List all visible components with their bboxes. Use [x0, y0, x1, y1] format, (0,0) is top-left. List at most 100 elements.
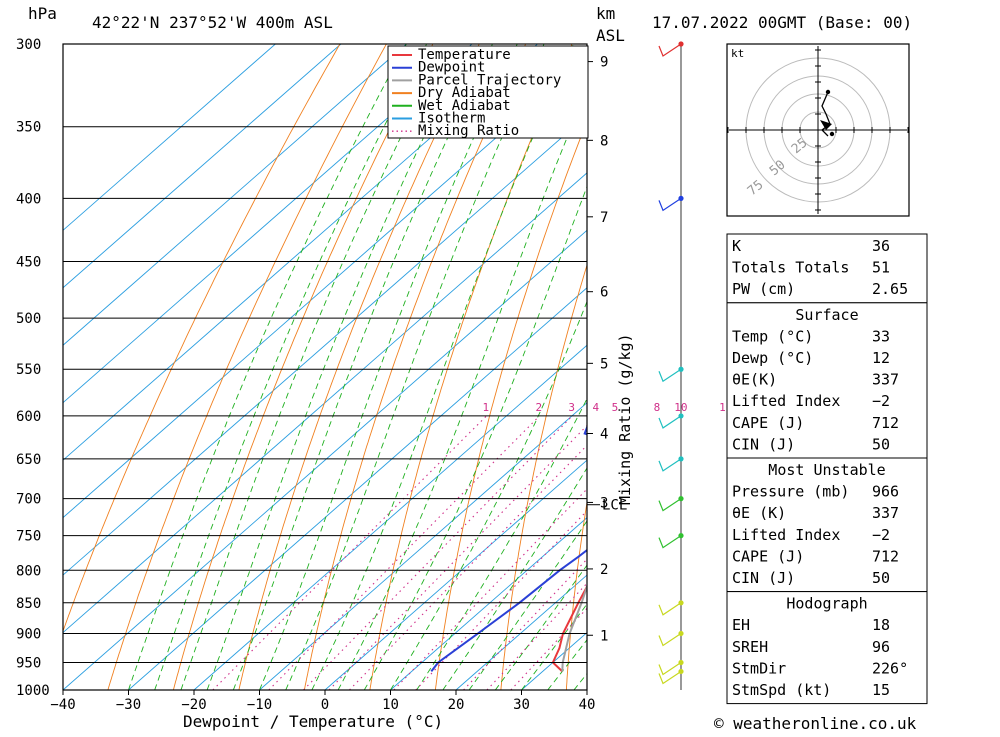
- index-value: 51: [872, 259, 890, 277]
- index-label: StmDir: [732, 659, 786, 677]
- asl-label: ASL: [596, 26, 625, 45]
- wind-barb: [659, 662, 681, 674]
- index-label: Lifted Index: [732, 392, 840, 410]
- index-value: 15: [872, 681, 890, 699]
- index-value: 712: [872, 414, 899, 432]
- plot-area: [63, 44, 587, 690]
- km-tick-label: 1: [600, 628, 608, 644]
- dry-adiabat-line: [942, 44, 990, 690]
- datetime-title: 17.07.2022 00GMT (Base: 00): [652, 13, 912, 32]
- index-value: 2.65: [872, 280, 908, 298]
- temp-tick-label: −20: [181, 697, 206, 713]
- index-label: Totals Totals: [732, 259, 849, 277]
- table-section-title: Hodograph: [786, 595, 867, 613]
- index-value: 33: [872, 327, 890, 345]
- pressure-tick-label: 350: [16, 120, 41, 136]
- temp-tick-label: 30: [513, 697, 530, 713]
- pressure-tick-label: 800: [16, 563, 41, 579]
- index-label: CIN (J): [732, 569, 795, 587]
- km-tick-label: 5: [600, 356, 608, 372]
- mixing-ratio-label: 8: [654, 401, 661, 414]
- mixing-ratio-label: 2: [535, 401, 542, 414]
- pressure-tick-label: 850: [16, 596, 41, 612]
- index-label: SREH: [732, 638, 768, 656]
- index-label: Pressure (mb): [732, 483, 849, 501]
- index-label: PW (cm): [732, 280, 795, 298]
- pressure-tick-label: 400: [16, 191, 41, 207]
- pressure-tick-label: 500: [16, 311, 41, 327]
- index-label: CAPE (J): [732, 547, 804, 565]
- wind-barb: [659, 459, 681, 471]
- pressure-tick-label: 900: [16, 626, 41, 642]
- index-value: 18: [872, 616, 890, 634]
- index-label: θE (K): [732, 504, 786, 522]
- x-axis-label: Dewpoint / Temperature (°C): [183, 712, 443, 731]
- km-label: km: [596, 4, 615, 23]
- km-tick-label: 2: [600, 562, 608, 578]
- mixing-ratio-label: 1: [482, 401, 489, 414]
- pressure-tick-label: 450: [16, 255, 41, 271]
- hpa-label: hPa: [28, 4, 57, 23]
- hodograph-point: [826, 90, 830, 94]
- pressure-tick-label: 950: [16, 655, 41, 671]
- table-section-title: Most Unstable: [768, 461, 885, 479]
- index-value: 966: [872, 483, 899, 501]
- legend-entry: Mixing Ratio: [418, 123, 519, 139]
- km-tick-label: 9: [600, 55, 608, 71]
- wind-barb: [659, 44, 681, 56]
- wind-barb: [659, 536, 681, 548]
- index-label: CIN (J): [732, 435, 795, 453]
- temp-tick-label: 0: [321, 697, 329, 713]
- temp-tick-label: 10: [382, 697, 399, 713]
- mixing-ratio-axis-label: Mixing Ratio (g/kg): [616, 333, 634, 505]
- wind-barb: [659, 633, 681, 645]
- km-tick-label: 8: [600, 133, 608, 149]
- mixing-ratio-label: 3: [568, 401, 575, 414]
- index-label: Temp (°C): [732, 327, 813, 345]
- index-value: 50: [872, 569, 890, 587]
- wind-barb: [659, 416, 681, 428]
- index-label: Lifted Index: [732, 526, 840, 544]
- table-section-title: Surface: [795, 306, 858, 324]
- index-value: −2: [872, 526, 890, 544]
- temp-tick-label: −30: [116, 697, 141, 713]
- wind-barb: [659, 369, 681, 381]
- index-label: Dewp (°C): [732, 349, 813, 367]
- location-title: 42°22'N 237°52'W 400m ASL: [92, 13, 333, 32]
- hodograph-unit: kt: [731, 47, 744, 60]
- index-label: K: [732, 237, 741, 255]
- pressure-tick-label: 300: [16, 37, 41, 53]
- mixing-ratio-label: 4: [592, 401, 599, 414]
- index-value: −2: [872, 392, 890, 410]
- km-tick-label: 4: [600, 427, 608, 443]
- index-value: 337: [872, 504, 899, 522]
- km-tick-label: 7: [600, 210, 608, 226]
- index-label: θE(K): [732, 371, 777, 389]
- index-value: 96: [872, 638, 890, 656]
- pressure-tick-label: 650: [16, 452, 41, 468]
- temp-tick-label: 20: [448, 697, 465, 713]
- index-label: EH: [732, 616, 750, 634]
- index-value: 712: [872, 547, 899, 565]
- index-label: CAPE (J): [732, 414, 804, 432]
- temp-tick-label: −10: [247, 697, 272, 713]
- dry-adiabat-line: [566, 44, 711, 690]
- index-value: 36: [872, 237, 890, 255]
- km-tick-label: 6: [600, 285, 608, 301]
- temp-tick-label: −40: [50, 697, 75, 713]
- index-label: StmSpd (kt): [732, 681, 831, 699]
- pressure-tick-label: 600: [16, 409, 41, 425]
- pressure-tick-label: 550: [16, 362, 41, 378]
- wind-barb: [659, 499, 681, 511]
- index-value: 50: [872, 435, 890, 453]
- wind-barb: [659, 603, 681, 615]
- temp-tick-label: 40: [579, 697, 596, 713]
- pressure-tick-label: 1000: [16, 683, 50, 699]
- pressure-tick-label: 750: [16, 529, 41, 545]
- index-value: 337: [872, 371, 899, 389]
- copyright: © weatheronline.co.uk: [714, 714, 917, 733]
- pressure-tick-label: 700: [16, 492, 41, 508]
- wind-barb: [659, 198, 681, 210]
